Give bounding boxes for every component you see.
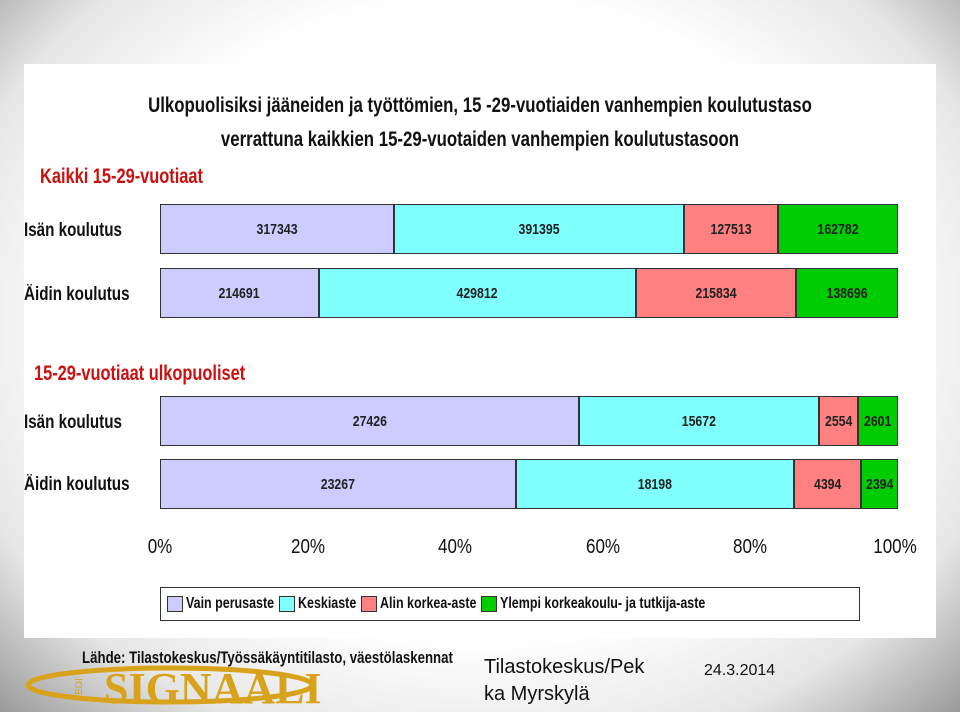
data-label: 2394 [865, 475, 894, 493]
bar-segment: 27426 [160, 396, 580, 446]
x-tick: 60% [585, 536, 620, 558]
x-tick: 20% [290, 536, 325, 558]
chart-legend: Vain perusaste Keskiaste Alin korkea-ast… [160, 587, 860, 621]
bar-segment: 138696 [795, 268, 898, 318]
chart-area [24, 64, 936, 638]
bar-segment: 2394 [861, 459, 898, 509]
legend-item: Keskiaste [278, 595, 373, 613]
bar-segment: 23267 [160, 459, 516, 509]
row-label-outside-father: Isän koulutus [24, 412, 122, 433]
bar-outside-father: 27426 15672 2554 2601 [160, 396, 898, 446]
bar-segment: 4394 [794, 459, 862, 509]
source-note: Lähde: Tilastokeskus/Työssäkäyntitilasto… [82, 648, 453, 667]
data-label: 317343 [256, 220, 298, 238]
x-tick: 40% [438, 536, 473, 558]
footer-date: 24.3.2014 [704, 662, 776, 679]
data-label: 27426 [352, 412, 387, 430]
data-label: 162782 [817, 220, 859, 238]
signaali-logo: SIGNAALI TEDI [25, 664, 322, 709]
logo-swoosh [25, 665, 315, 705]
bar-all-father: 317343 391395 127513 162782 [160, 204, 898, 254]
data-label: 215834 [695, 284, 737, 302]
bar-segment: 18198 [515, 459, 795, 509]
legend-swatch [481, 596, 498, 612]
data-label: 2554 [824, 412, 853, 430]
legend-label: Ylempi korkeakoulu- ja tutkija-aste [500, 595, 706, 612]
legend-item: Ylempi korkeakoulu- ja tutkija-aste [481, 595, 763, 613]
footer-author-line-1: Tilastokeskus/Pek [484, 656, 645, 678]
row-label-all-father: Isän koulutus [24, 220, 122, 241]
bar-segment: 2554 [819, 396, 859, 446]
legend-label: Alin korkea-aste [379, 595, 477, 612]
bar-segment: 317343 [160, 204, 395, 254]
bar-outside-mother: 23267 18198 4394 2394 [160, 459, 898, 509]
group-heading-outside: 15-29-vuotiaat ulkopuoliset [34, 362, 246, 385]
legend-item: Vain perusaste [167, 595, 299, 613]
data-label: 23267 [320, 475, 356, 493]
x-tick: 0% [147, 536, 173, 558]
x-tick: 100% [873, 536, 917, 558]
bar-segment: 214691 [160, 268, 319, 318]
legend-swatch [278, 596, 295, 612]
footer-author-line-2: ka Myrskylä [484, 683, 590, 705]
row-label-all-mother: Äidin koulutus [24, 284, 130, 305]
bar-all-mother: 214691 429812 215834 138696 [160, 268, 898, 318]
bar-segment: 162782 [777, 204, 898, 254]
chart-title-line-1: Ulkopuolisiksi jääneiden ja työttömien, … [148, 94, 812, 117]
data-label: 214691 [218, 284, 260, 302]
data-label: 15672 [682, 412, 717, 430]
chart-title-line-2: verrattuna kaikkien 15-29-vuotaiden vanh… [220, 128, 740, 151]
logo-small-text: TEDI [74, 678, 85, 701]
data-label: 429812 [456, 284, 498, 302]
data-label: 18198 [637, 475, 673, 493]
legend-label: Vain perusaste [186, 595, 275, 612]
legend-swatch [360, 596, 377, 612]
data-label: 2601 [864, 412, 892, 430]
bar-segment: 215834 [636, 268, 796, 318]
data-label: 138696 [826, 284, 868, 302]
bar-segment: 2601 [858, 396, 898, 446]
bar-segment: 391395 [394, 204, 684, 254]
x-tick: 80% [733, 536, 768, 558]
legend-swatch [167, 596, 183, 612]
footer-author: Tilastokeskus/Pek ka Myrskylä [484, 654, 694, 708]
legend-item: Alin korkea-aste [360, 595, 504, 613]
bar-segment: 15672 [579, 396, 820, 446]
bar-segment: 429812 [318, 268, 637, 318]
data-label: 391395 [518, 220, 560, 238]
data-label: 127513 [710, 220, 752, 238]
legend-label: Keskiaste [297, 595, 357, 612]
group-heading-all: Kaikki 15-29-vuotiaat [40, 165, 203, 188]
logo-wordmark: SIGNAALI [104, 664, 322, 709]
bar-segment: 127513 [683, 204, 778, 254]
row-label-outside-mother: Äidin koulutus [24, 474, 130, 495]
data-label: 4394 [814, 475, 842, 493]
